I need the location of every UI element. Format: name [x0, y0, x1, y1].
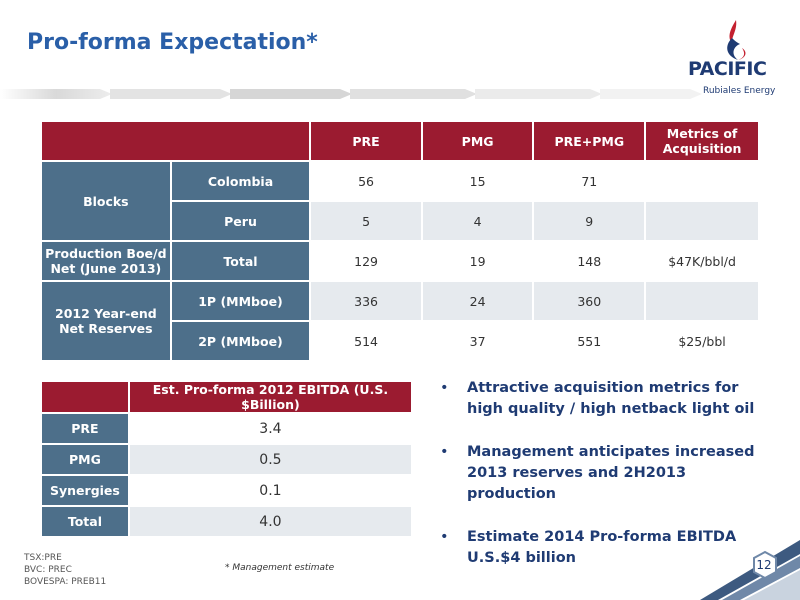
bullet-icon: • [440, 529, 449, 545]
row-label: 1P (MMboe) [169, 280, 312, 322]
ebitda-table: Est. Pro-forma 2012 EBITDA (U.S. $Billio… [40, 380, 414, 538]
header-blank-cell [39, 120, 312, 162]
logo-subtitle: Rubiales Energy [703, 86, 776, 96]
row-label: Total [169, 240, 312, 282]
table-header-row: PRE PMG PRE+PMG Metrics of Acquisition [39, 120, 760, 162]
header-arrow-band [0, 89, 702, 99]
cell: 15 [420, 160, 535, 202]
cell: $25/bbl [644, 320, 760, 362]
header-pmg: PMG [420, 120, 535, 162]
list-item: • Management anticipates increased 2013 … [440, 442, 770, 505]
ebitda-header: Est. Pro-forma 2012 EBITDA (U.S. $Billio… [127, 380, 414, 414]
cell: 4.0 [127, 505, 414, 538]
row-label: 2P (MMboe) [169, 320, 312, 362]
cell: 5 [309, 200, 423, 242]
page-title: Pro-forma Expectation* [27, 30, 318, 55]
cell: 0.5 [127, 443, 414, 476]
table-header-row: Est. Pro-forma 2012 EBITDA (U.S. $Billio… [40, 380, 414, 414]
row-label: PMG [40, 443, 130, 476]
row-label: Peru [169, 200, 312, 242]
bullet-icon: • [440, 444, 449, 460]
cell: 129 [309, 240, 423, 282]
cell [644, 280, 760, 322]
ticker-list: TSX:PRE BVC: PREC BOVESPA: PREB11 [24, 552, 106, 588]
row-group-label: Production Boe/d Net (June 2013) [40, 240, 172, 282]
ticker: TSX:PRE [24, 553, 62, 563]
row-group-label: 2012 Year-end Net Reserves [40, 280, 172, 362]
cell: 9 [532, 200, 647, 242]
ticker: BVC: PREC [24, 565, 72, 575]
table-row: PMG 0.5 [40, 443, 414, 476]
table-row: 2P (MMboe) 514 37 551 $25/bbl [41, 320, 760, 362]
footnote: * Management estimate [225, 563, 335, 573]
row-label: Total [40, 505, 130, 538]
corner-decoration-icon [700, 540, 800, 600]
cell: 514 [309, 320, 423, 362]
table-row: Blocks Colombia 56 15 71 [40, 160, 760, 242]
row-label: Colombia [169, 160, 312, 202]
row-label: Synergies [40, 474, 130, 507]
cell: 37 [420, 320, 535, 362]
cell: 360 [532, 280, 647, 322]
cell: 71 [532, 160, 647, 202]
bullet-text: Estimate 2014 Pro-forma EBITDA U.S.$4 bi… [467, 529, 737, 566]
cell: 551 [532, 320, 647, 362]
page-number: 12 [756, 558, 772, 572]
cell: 19 [420, 240, 535, 282]
table-row: Production Boe/d Net (June 2013) Total 1… [40, 240, 760, 282]
header-pre: PRE [309, 120, 423, 162]
cell: 336 [309, 280, 423, 322]
cell: 0.1 [127, 474, 414, 507]
bullet-text: Management anticipates increased 2013 re… [467, 444, 755, 502]
cell: 24 [420, 280, 535, 322]
cell [644, 200, 760, 242]
ticker: BOVESPA: PREB11 [24, 577, 107, 587]
header-metrics: Metrics of Acquisition [644, 120, 760, 162]
cell: 148 [532, 240, 647, 282]
row-group-label: Blocks [40, 160, 172, 242]
table-row: Synergies 0.1 [40, 474, 414, 507]
cell: 3.4 [127, 412, 414, 445]
list-item: • Attractive acquisition metrics for hig… [440, 378, 770, 420]
header-pre-pmg: PRE+PMG [532, 120, 647, 162]
logo-wordmark: PACIFIC [688, 58, 767, 80]
pacific-flame-logo-icon [727, 20, 746, 60]
list-item: • Estimate 2014 Pro-forma EBITDA U.S.$4 … [440, 527, 770, 569]
cell: $47K/bbl/d [644, 240, 760, 282]
cell [644, 160, 760, 202]
bullet-list: • Attractive acquisition metrics for hig… [440, 378, 770, 591]
table-row: Peru 5 4 9 [41, 200, 760, 242]
table-row: PRE 3.4 [40, 412, 414, 445]
table-row: Total 4.0 [40, 505, 414, 538]
row-label: PRE [40, 412, 130, 445]
header-blank-cell [40, 380, 130, 414]
cell: 56 [309, 160, 423, 202]
cell: 4 [420, 200, 535, 242]
bullet-icon: • [440, 380, 449, 396]
bullet-text: Attractive acquisition metrics for high … [467, 380, 755, 417]
acquisition-table: PRE PMG PRE+PMG Metrics of Acquisition B… [39, 120, 760, 362]
table-row: 2012 Year-end Net Reserves 1P (MMboe) 33… [40, 280, 760, 362]
